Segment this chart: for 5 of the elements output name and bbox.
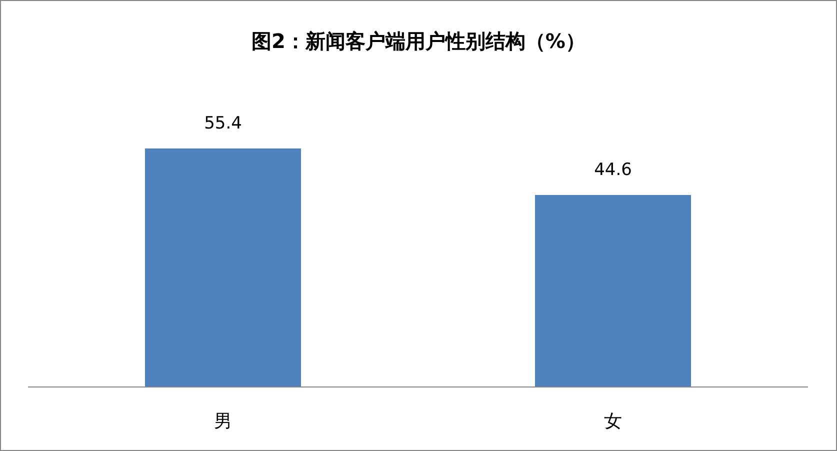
data-label: 55.4 bbox=[204, 113, 242, 134]
data-label: 44.6 bbox=[594, 160, 632, 180]
x-tick-label: 男 bbox=[214, 411, 232, 432]
x-tick-label: 女 bbox=[604, 411, 622, 432]
chart-title: 图2：新闻客户端用户性别结构（%） bbox=[252, 29, 586, 53]
